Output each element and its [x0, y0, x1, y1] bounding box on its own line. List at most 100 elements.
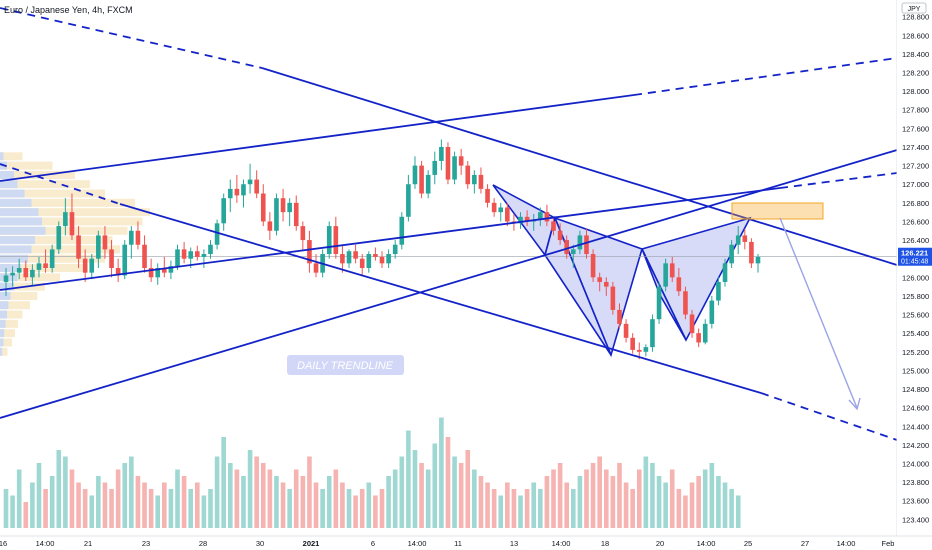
- profile-row: [0, 180, 90, 189]
- candle-body: [313, 263, 319, 273]
- profile-row: [0, 208, 150, 217]
- volume-bar: [234, 469, 240, 528]
- volume-bar: [722, 482, 728, 528]
- candle-body: [56, 226, 62, 250]
- profile-row-value-area: [0, 198, 32, 207]
- volume-bar: [293, 469, 299, 528]
- candle-body: [300, 226, 306, 241]
- candle-body: [109, 249, 114, 268]
- volume-bar: [636, 469, 642, 528]
- candle-body: [23, 268, 29, 278]
- candle-body: [386, 254, 391, 264]
- volume-bar: [89, 495, 95, 528]
- volume-bar: [630, 489, 635, 528]
- candle-body: [412, 165, 418, 185]
- volume-bar: [135, 476, 141, 528]
- volume-bar: [30, 482, 35, 528]
- volume-bar: [155, 495, 161, 528]
- profile-row-value-area: [0, 189, 25, 198]
- volume-bar: [313, 482, 319, 528]
- trendline-lower-ext: [760, 392, 898, 441]
- time-tick-label: 14:00: [697, 539, 716, 548]
- profile-row: [0, 301, 30, 310]
- volume-bar: [603, 469, 609, 528]
- candle-body: [142, 244, 147, 268]
- candle-body: [162, 268, 167, 273]
- profile-row: [0, 152, 23, 161]
- volume-bar: [63, 456, 68, 528]
- symbol-title: Euro / Japanese Yen, 4h, FXCM: [4, 5, 133, 15]
- price-tick-label: 124.200: [902, 441, 929, 450]
- candle-body: [505, 207, 510, 222]
- profile-row-value-area: [0, 226, 46, 235]
- price-tick-label: 128.400: [902, 50, 929, 59]
- candle-body: [683, 291, 688, 315]
- candle-body: [623, 323, 629, 338]
- volume-bar: [340, 482, 345, 528]
- candle-body: [636, 349, 642, 352]
- price-tick-label: 127.800: [902, 106, 929, 115]
- profile-row: [0, 291, 38, 300]
- candle-body: [650, 319, 655, 348]
- volume-bar: [551, 469, 556, 528]
- volume-bar: [406, 430, 411, 528]
- profile-row-value-area: [0, 264, 21, 272]
- volume-bar: [702, 469, 708, 528]
- volume-bar: [729, 489, 734, 528]
- volume-bar: [669, 469, 675, 528]
- volume-bar: [162, 482, 167, 528]
- volume-bar: [168, 489, 174, 528]
- volume-bar: [557, 463, 563, 528]
- price-tick-label: 126.800: [902, 199, 929, 208]
- volume-bar: [676, 489, 682, 528]
- annotations: DAILY TRENDLINE: [287, 355, 404, 375]
- profile-row-value-area: [0, 254, 28, 263]
- candle-body: [168, 266, 174, 273]
- volume-bar: [445, 437, 451, 528]
- candle-body: [439, 146, 444, 161]
- candle-body: [247, 179, 253, 185]
- candle-body: [643, 347, 649, 352]
- price-tick-label: 125.800: [902, 292, 929, 301]
- candle-body: [663, 263, 668, 287]
- candle-body: [696, 333, 701, 343]
- volume-bar: [412, 450, 418, 528]
- volume-bar: [333, 469, 339, 528]
- trendline-rising-top-ext: [633, 57, 898, 96]
- profile-row: [0, 329, 15, 338]
- price-tick-label: 128.200: [902, 69, 929, 78]
- price-tick-label: 124.000: [902, 459, 929, 468]
- trendlines[interactable]: [0, 7, 898, 441]
- volume-bar: [386, 476, 391, 528]
- countdown-label: 01:45:48: [901, 259, 928, 266]
- time-tick-label: 11: [454, 539, 462, 548]
- volume-bar: [76, 482, 81, 528]
- candle-body: [89, 258, 95, 273]
- candle-body: [445, 146, 451, 180]
- time-axis[interactable]: 16 14:00 21 23 28 30 2021 6 14:00 11 13 14:00 18 20 14…: [0, 535, 932, 548]
- candle-body: [366, 254, 372, 268]
- candle-body: [425, 174, 431, 194]
- time-tick-label: 6: [371, 539, 375, 548]
- candle-body: [129, 230, 134, 245]
- current-price-label: 126.221: [901, 249, 928, 258]
- candle-body: [307, 240, 312, 264]
- volume-bar: [656, 476, 662, 528]
- candle-body: [135, 230, 141, 245]
- profile-row-value-area: [0, 170, 14, 179]
- pattern-triangle: [544, 215, 612, 356]
- volume-bar: [524, 489, 530, 528]
- volume-bar: [432, 443, 438, 528]
- candle-body: [584, 235, 589, 255]
- candle-body: [274, 198, 279, 231]
- volume-bar: [148, 489, 154, 528]
- price-axis[interactable]: 128.800 128.600 128.400 128.200 128.000 127.8…: [896, 0, 932, 550]
- profile-row: [0, 236, 113, 245]
- price-tick-label: 125.000: [902, 366, 929, 375]
- volume-bar: [564, 482, 570, 528]
- candle-body: [478, 174, 484, 189]
- volume-bar: [3, 489, 9, 528]
- volume-bar: [181, 476, 187, 528]
- candle-body: [452, 156, 457, 180]
